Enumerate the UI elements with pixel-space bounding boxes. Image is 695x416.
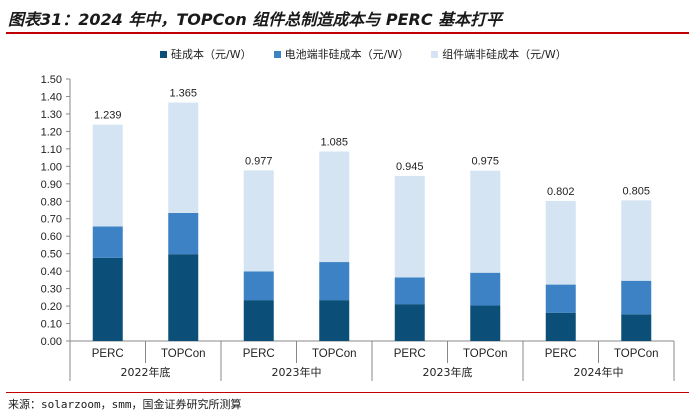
legend-label-module: 组件端非硅成本（元/W）: [442, 48, 567, 61]
bar-segment-cell: [243, 271, 274, 301]
y-tick-label: 0.10: [41, 319, 62, 331]
y-tick-label: 0.80: [41, 196, 62, 208]
bar-segment-cell: [394, 277, 425, 305]
y-tick-label: 1.10: [41, 144, 62, 156]
bar-segment-module: [319, 151, 350, 263]
x-group-label: 2023年底: [423, 365, 473, 379]
y-tick-label: 0.70: [41, 214, 62, 226]
bar-segment-module: [92, 124, 123, 227]
bar-total-label: 0.945: [396, 161, 424, 173]
chart-legend: 硅成本（元/W） 电池端非硅成本（元/W） 组件端非硅成本（元/W）: [160, 46, 567, 62]
y-tick-label: 1.00: [41, 161, 62, 173]
bar-segment-silicon: [545, 312, 576, 341]
bar-segment-cell: [621, 280, 652, 315]
x-category-label: TOPCon: [161, 348, 206, 360]
legend-item-silicon: 硅成本（元/W）: [160, 46, 252, 62]
bar-segment-cell: [545, 284, 576, 313]
bar-total-label: 0.975: [471, 156, 499, 168]
x-category-label: PERC: [545, 348, 577, 360]
legend-item-module: 组件端非硅成本（元/W）: [431, 46, 567, 62]
bar-segment-silicon: [92, 257, 123, 341]
bar-segment-cell: [319, 262, 350, 301]
bar-segment-silicon: [168, 254, 199, 341]
title-rule: [6, 32, 689, 34]
x-category-label: TOPCon: [614, 348, 659, 360]
y-tick-label: 0.50: [41, 249, 62, 261]
bar-segment-silicon: [470, 305, 501, 341]
x-category-label: PERC: [92, 348, 124, 360]
bar-segment-module: [243, 170, 274, 272]
y-tick-label: 0.90: [41, 179, 62, 191]
bar-segment-cell: [168, 212, 199, 255]
legend-item-cell: 电池端非硅成本（元/W）: [273, 46, 410, 62]
y-tick-label: 0.60: [41, 231, 62, 243]
bar-total-label: 1.239: [94, 110, 122, 122]
bar-segment-cell: [92, 226, 123, 258]
bar-total-label: 0.802: [547, 186, 575, 198]
figure-source: 来源：solarzoom，smm，国金证券研究所测算: [8, 398, 242, 411]
legend-swatch-module: [431, 50, 439, 58]
y-tick-label: 1.20: [41, 126, 62, 138]
bar-segment-silicon: [319, 300, 350, 341]
legend-swatch-cell: [273, 50, 281, 58]
y-tick-label: 0.30: [41, 284, 62, 296]
x-group-label: 2024年中: [574, 365, 624, 379]
bar-total-label: 0.977: [245, 155, 273, 167]
bar-segment-module: [621, 200, 652, 281]
x-category-label: PERC: [243, 348, 275, 360]
x-category-label: TOPCon: [312, 348, 357, 360]
bar-total-label: 1.365: [169, 88, 197, 100]
y-tick-label: 0.20: [41, 301, 62, 313]
y-tick-label: 1.40: [41, 91, 62, 103]
bar-segment-module: [545, 200, 576, 285]
bar-total-label: 1.085: [320, 136, 348, 148]
y-tick-label: 1.30: [41, 109, 62, 121]
stacked-bar-chart: 0.00 0.10 0.20 0.30 0.40 0.50 0.60 0.70 0.80 0.90…: [41, 74, 675, 381]
x-group-label: 2022年底: [121, 365, 171, 379]
legend-label-silicon: 硅成本（元/W）: [171, 48, 252, 61]
legend-label-cell: 电池端非硅成本（元/W）: [284, 48, 410, 61]
y-tick-label: 0.40: [41, 266, 62, 278]
x-group-label: 2023年中: [272, 365, 322, 379]
figure-title: 图表31：2024 年中，TOPCon 组件总制造成本与 PERC 基本打平: [8, 10, 503, 29]
legend-swatch-silicon: [160, 50, 167, 58]
x-category-label: PERC: [394, 348, 426, 360]
bar-segment-cell: [470, 272, 501, 306]
bottom-rule: [6, 392, 689, 393]
bar-segment-silicon: [621, 314, 652, 341]
bar-segment-module: [394, 175, 425, 278]
bar-segment-silicon: [243, 300, 274, 341]
x-category-label: TOPCon: [463, 348, 508, 360]
bar-segment-silicon: [394, 304, 425, 341]
bar-total-label: 0.805: [622, 185, 650, 197]
y-tick-label: 0.00: [41, 336, 62, 348]
bar-segment-module: [168, 102, 199, 213]
y-tick-label: 1.50: [41, 74, 62, 86]
bar-segment-module: [470, 170, 501, 273]
